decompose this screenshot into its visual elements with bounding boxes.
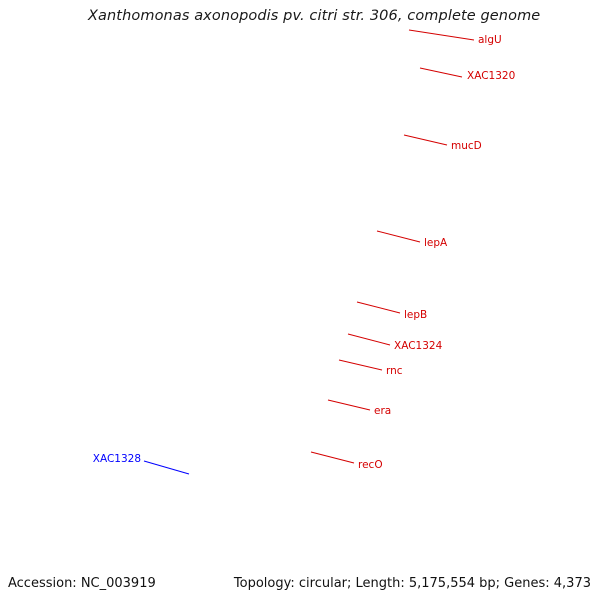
gene-label-leader [419, 67, 463, 78]
gene-label[interactable]: era [374, 405, 391, 417]
gene-label-leader [327, 399, 371, 411]
gene-label[interactable]: rnc [386, 365, 403, 377]
gene-label[interactable]: mucD [451, 140, 482, 152]
selected-gene-leader [143, 460, 190, 475]
accession-text: Accession: NC_003919 [8, 576, 158, 591]
gene-label[interactable]: lepA [424, 237, 448, 249]
gene-label[interactable]: XAC1324 [394, 340, 443, 352]
gene-label-leader [408, 29, 475, 41]
gene-label[interactable]: algU [478, 34, 502, 46]
gene-label-leader [347, 333, 391, 346]
gene-label-leader [403, 134, 448, 146]
gene-label-leader [356, 301, 401, 314]
map-title: Xanthomonas axonopodis pv. citri str. 30… [86, 8, 543, 24]
gene-label[interactable]: lepB [404, 309, 427, 321]
gene-label-leader [376, 230, 421, 243]
gene-label-leader [338, 359, 383, 371]
gene-label[interactable]: XAC1320 [467, 70, 515, 82]
feature-labels: algU XAC1320 mucD lepA lepB XAC1324 rnc era recO… [93, 29, 515, 475]
genome-summary-text: Topology: circular; Length: 5,175,554 bp… [231, 576, 591, 591]
selected-gene-label[interactable]: XAC1328 [93, 453, 141, 465]
gene-label-leader [310, 451, 355, 464]
gene-label[interactable]: recO [358, 459, 383, 471]
